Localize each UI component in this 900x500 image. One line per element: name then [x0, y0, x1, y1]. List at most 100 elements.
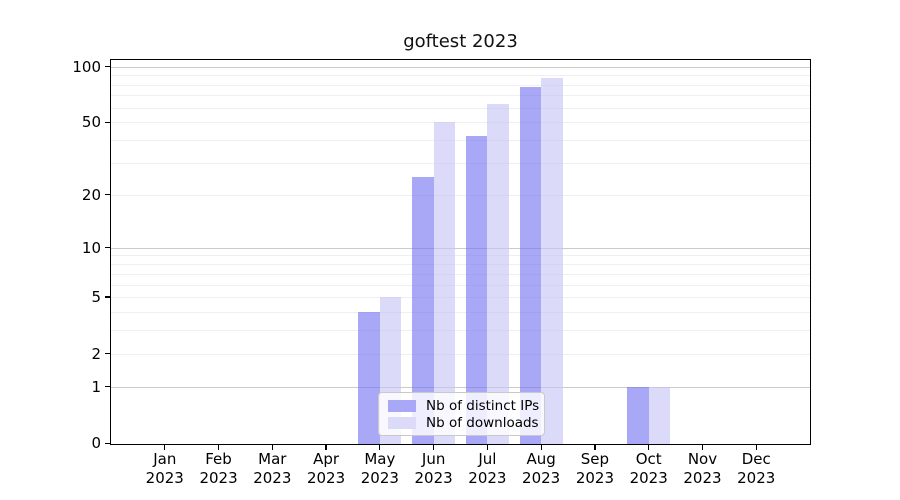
y-tick-mark	[105, 246, 111, 249]
legend-label-downloads: Nb of downloads	[426, 414, 539, 431]
y-tick-label: 100	[72, 57, 101, 76]
x-tick-mark	[648, 444, 650, 450]
gridline-minor	[111, 107, 810, 109]
gridline-major	[111, 66, 810, 68]
x-tick-label-month: Jun	[421, 450, 446, 468]
y-tick-label: 2	[91, 344, 101, 363]
legend-swatch-downloads	[388, 416, 416, 429]
gridline-minor	[111, 311, 810, 313]
x-tick-mark	[271, 444, 273, 450]
x-tick-label: May 2023	[345, 450, 415, 487]
x-tick-label-year: 2023	[683, 468, 722, 487]
y-tick-label: 20	[81, 185, 101, 204]
x-tick-label-month: Dec	[741, 450, 771, 468]
plot-area: Nb of distinct IPs Nb of downloads 0 1 2 5 1…	[72, 58, 811, 487]
x-tick-label: Jul 2023	[452, 450, 522, 487]
bar-distinct-ips	[412, 177, 434, 444]
gridline-minor	[111, 255, 810, 257]
x-tick-label-year: 2023	[253, 468, 292, 487]
x-tick-label-year: 2023	[306, 468, 346, 487]
y-tick-label: 0	[91, 434, 101, 453]
x-tick-label: Aug 2023	[506, 450, 576, 487]
x-tick-mark	[432, 444, 435, 450]
gridline-minor	[111, 330, 810, 332]
gridline-minor	[111, 353, 810, 355]
x-tick-label: Jan 2023	[130, 450, 200, 487]
gridline-minor	[111, 284, 810, 286]
x-tick-label-month: Feb	[205, 450, 232, 468]
gridline-minor	[111, 122, 810, 124]
gridline-minor	[111, 75, 810, 77]
gridline-minor	[111, 297, 810, 299]
x-tick-label-month: Jan	[153, 450, 177, 468]
gridline-major	[111, 247, 810, 249]
gridline-minor	[111, 163, 810, 164]
x-tick-label-year: 2023	[575, 468, 615, 487]
x-tick-label-year: 2023	[522, 468, 561, 487]
gridline-minor	[111, 263, 810, 265]
y-tick-label: 5	[91, 288, 101, 307]
x-tick-label: Nov 2023	[667, 450, 737, 487]
x-tick-label-month: Sep	[580, 450, 610, 468]
legend-swatch-distinct-ips	[388, 399, 416, 412]
gridline-minor	[111, 273, 810, 275]
x-tick-label: Dec 2023	[721, 450, 791, 487]
legend: Nb of distinct IPs Nb of downloads	[378, 392, 545, 436]
x-tick-label-year: 2023	[414, 468, 453, 487]
x-tick-label: Oct 2023	[614, 450, 684, 487]
x-tick-label-month: May	[364, 450, 396, 468]
x-tick-label: Jun 2023	[399, 450, 469, 487]
x-tick-label-month: Jul	[478, 450, 497, 468]
bar-downloads	[433, 122, 456, 444]
y-tick-label: 50	[81, 113, 101, 132]
x-tick-label-year: 2023	[737, 468, 776, 487]
x-tick-label: Apr 2023	[291, 450, 361, 487]
x-tick-label-year: 2023	[629, 468, 668, 487]
x-tick-label-year: 2023	[199, 468, 238, 487]
y-tick-mark	[105, 121, 111, 123]
y-tick-mark	[105, 65, 111, 68]
x-tick-mark	[164, 444, 166, 450]
legend-item-downloads: Nb of downloads	[388, 415, 539, 431]
y-tick-mark	[105, 296, 111, 298]
x-tick-label-year: 2023	[145, 468, 184, 487]
y-tick-mark	[105, 353, 111, 355]
gridline-minor	[111, 194, 810, 196]
y-tick-mark	[105, 442, 111, 445]
x-tick-mark	[325, 444, 327, 450]
bar-distinct-ips	[465, 136, 488, 444]
gridline-major	[111, 386, 810, 388]
bar-distinct-ips	[519, 86, 542, 444]
x-tick-mark	[217, 444, 220, 450]
x-tick-label-month: Oct	[635, 450, 662, 468]
x-tick-mark	[594, 444, 596, 450]
y-tick-mark	[105, 194, 111, 196]
y-tick-label: 10	[81, 238, 101, 257]
y-tick-label: 1	[91, 377, 101, 396]
x-tick-mark	[540, 444, 542, 450]
x-tick-label: Sep 2023	[560, 450, 630, 487]
x-tick-label-month: Apr	[313, 450, 340, 468]
bar-distinct-ips	[358, 311, 380, 444]
x-tick-label: Mar 2023	[237, 450, 307, 487]
gridline-minor	[111, 140, 810, 142]
x-tick-label-month: Nov	[687, 450, 718, 468]
legend-item-distinct-ips: Nb of distinct IPs	[388, 398, 539, 414]
x-tick-label-year: 2023	[468, 468, 507, 487]
legend-label-distinct-ips: Nb of distinct IPs	[426, 397, 540, 414]
x-tick-label: Feb 2023	[184, 450, 254, 487]
bar-distinct-ips	[627, 386, 649, 444]
y-tick-mark	[105, 386, 111, 388]
x-tick-mark	[379, 444, 381, 450]
chart-title: goftest 2023	[403, 31, 518, 52]
bar-downloads	[487, 103, 509, 444]
x-tick-label-month: Aug	[526, 450, 556, 468]
x-tick-mark	[701, 444, 704, 450]
gridline-minor	[111, 84, 810, 86]
bar-downloads	[541, 77, 563, 444]
x-tick-label-year: 2023	[360, 468, 399, 487]
x-tick-label-month: Mar	[258, 450, 287, 468]
gridline-minor	[111, 95, 810, 97]
x-tick-mark	[755, 444, 757, 450]
